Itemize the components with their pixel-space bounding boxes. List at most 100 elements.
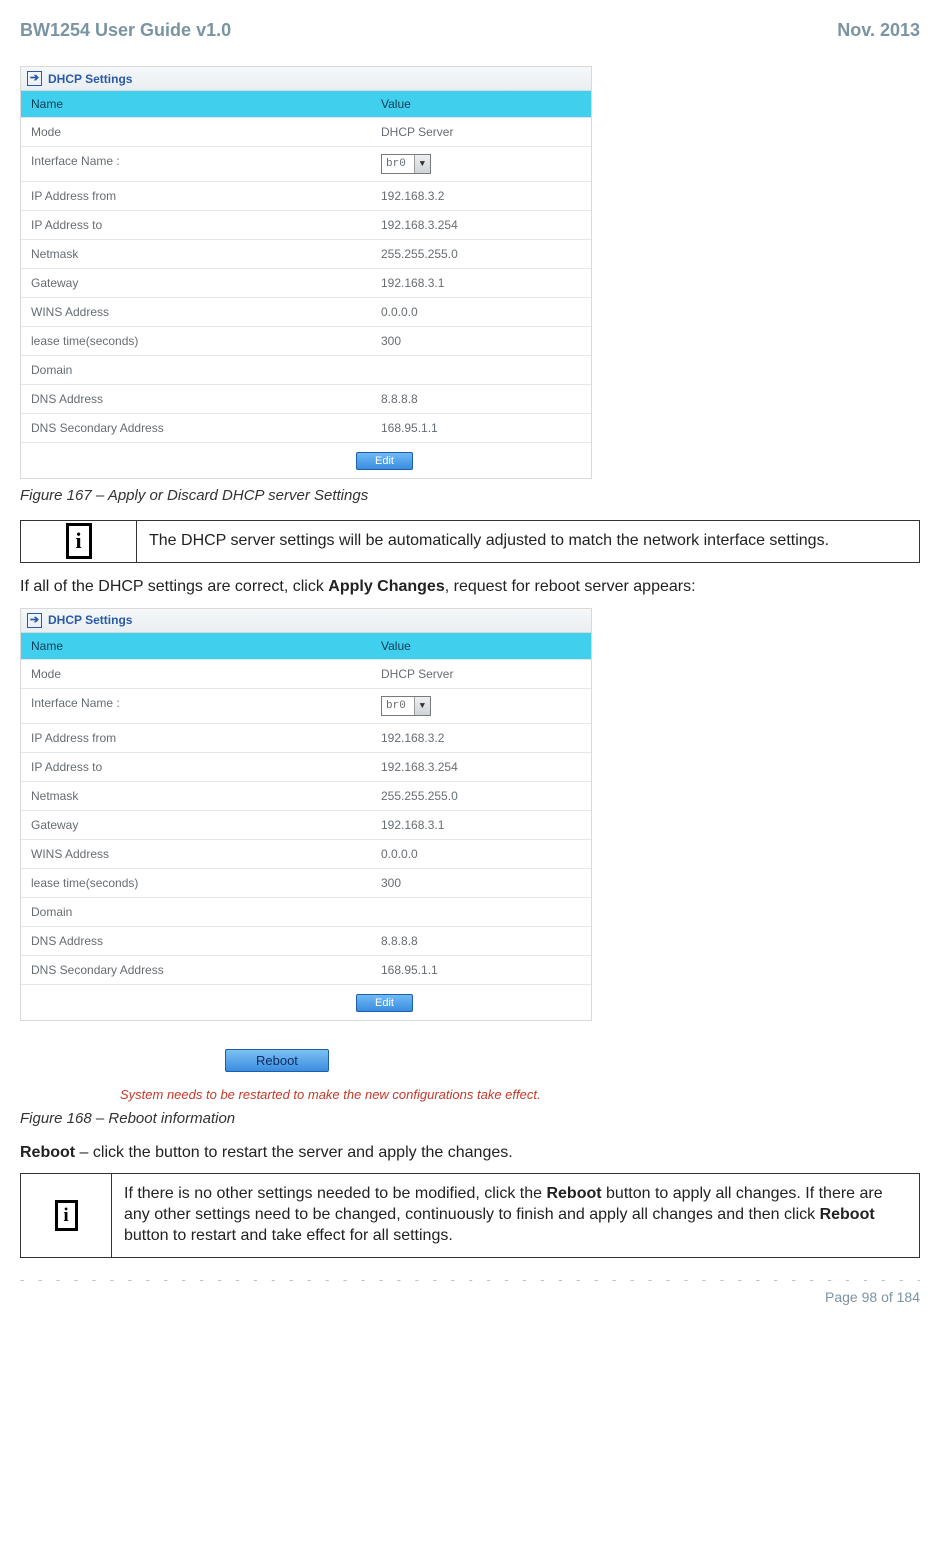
table-row: IP Address to192.168.3.254: [21, 211, 591, 240]
col-header-name: Name: [21, 633, 371, 659]
row-name: lease time(seconds): [21, 327, 371, 355]
row-value: 255.255.255.0: [371, 240, 591, 268]
interface-dropdown[interactable]: br0▼: [381, 154, 431, 174]
info-icon: i: [55, 1200, 78, 1231]
info-note-2: i If there is no other settings needed t…: [20, 1173, 920, 1257]
edit-row: Edit: [21, 443, 591, 478]
info-text: The DHCP server settings will be automat…: [137, 521, 919, 562]
dhcp-rows-2: ModeDHCP ServerInterface Name : br0▼ IP Ad…: [21, 660, 591, 985]
row-name: DNS Secondary Address: [21, 956, 371, 984]
row-value: 0.0.0.0: [371, 298, 591, 326]
table-row: ModeDHCP Server: [21, 118, 591, 147]
table-row: IP Address from192.168.3.2: [21, 724, 591, 753]
note2-b: Reboot: [546, 1185, 601, 1202]
row-name: Interface Name :: [21, 689, 371, 723]
table-row: DNS Address8.8.8.8: [21, 385, 591, 414]
body2-post: – click the button to restart the server…: [75, 1144, 513, 1161]
panel-title: DHCP Settings: [48, 72, 132, 86]
page-number: Page 98 of 184: [20, 1289, 920, 1305]
doc-title: BW1254 User Guide v1.0: [20, 20, 231, 41]
panel-title: DHCP Settings: [48, 613, 132, 627]
row-value: 8.8.8.8: [371, 927, 591, 955]
interface-dropdown[interactable]: br0▼: [381, 696, 431, 716]
row-value: 192.168.3.254: [371, 211, 591, 239]
dhcp-settings-panel-2: ➔ DHCP Settings Name Value ModeDHCP Serv…: [20, 608, 592, 1021]
table-row: Gateway192.168.3.1: [21, 269, 591, 298]
page-header: BW1254 User Guide v1.0 Nov. 2013: [20, 20, 920, 41]
chevron-down-icon: ▼: [414, 155, 430, 173]
row-name: Domain: [21, 356, 371, 384]
row-value: 192.168.3.2: [371, 724, 591, 752]
row-value: br0▼: [371, 147, 591, 181]
edit-button[interactable]: Edit: [356, 452, 413, 470]
row-value: 192.168.3.1: [371, 811, 591, 839]
row-value: 8.8.8.8: [371, 385, 591, 413]
row-name: DNS Address: [21, 927, 371, 955]
row-name: Gateway: [21, 269, 371, 297]
row-name: IP Address to: [21, 753, 371, 781]
row-name: DNS Secondary Address: [21, 414, 371, 442]
panel-title-bar-2: ➔ DHCP Settings: [21, 609, 591, 633]
row-name: Gateway: [21, 811, 371, 839]
row-value: 168.95.1.1: [371, 414, 591, 442]
footer-divider: - - - - - - - - - - - - - - - - - - - - …: [20, 1272, 920, 1287]
row-value: br0▼: [371, 689, 591, 723]
info-icon: i: [66, 523, 92, 559]
row-value: 300: [371, 869, 591, 897]
table-row: Domain: [21, 356, 591, 385]
table-row: DNS Address8.8.8.8: [21, 927, 591, 956]
table-row: DNS Secondary Address168.95.1.1: [21, 956, 591, 985]
edit-button[interactable]: Edit: [356, 994, 413, 1012]
figure-167-caption: Figure 167 – Apply or Discard DHCP serve…: [20, 487, 920, 504]
row-value: 192.168.3.1: [371, 269, 591, 297]
table-row: Netmask255.255.255.0: [21, 782, 591, 811]
body1-bold: Apply Changes: [328, 578, 444, 595]
table-row: Domain: [21, 898, 591, 927]
row-name: IP Address from: [21, 182, 371, 210]
table-row: Interface Name : br0▼: [21, 689, 591, 724]
row-value: 300: [371, 327, 591, 355]
table-row: lease time(seconds)300: [21, 869, 591, 898]
panel-icon: ➔: [27, 71, 42, 86]
doc-date: Nov. 2013: [837, 20, 920, 41]
note2-d: Reboot: [820, 1206, 875, 1223]
info-text-2: If there is no other settings needed to …: [112, 1174, 919, 1256]
table-row: IP Address to192.168.3.254: [21, 753, 591, 782]
row-value: 192.168.3.254: [371, 753, 591, 781]
edit-row-2: Edit: [21, 985, 591, 1020]
table-row: WINS Address0.0.0.0: [21, 840, 591, 869]
restart-message: System needs to be restarted to make the…: [120, 1087, 920, 1102]
chevron-down-icon: ▼: [414, 697, 430, 715]
table-row: ModeDHCP Server: [21, 660, 591, 689]
row-name: DNS Address: [21, 385, 371, 413]
table-row: WINS Address0.0.0.0: [21, 298, 591, 327]
table-row: IP Address from192.168.3.2: [21, 182, 591, 211]
col-header-value: Value: [371, 633, 591, 659]
table-header-row-2: Name Value: [21, 633, 591, 660]
dhcp-rows-1: ModeDHCP ServerInterface Name : br0▼ IP Ad…: [21, 118, 591, 443]
row-value: 192.168.3.2: [371, 182, 591, 210]
row-value: 0.0.0.0: [371, 840, 591, 868]
row-name: Interface Name :: [21, 147, 371, 181]
row-name: WINS Address: [21, 840, 371, 868]
body2-bold: Reboot: [20, 1144, 75, 1161]
row-name: IP Address from: [21, 724, 371, 752]
row-value: 168.95.1.1: [371, 956, 591, 984]
table-row: Netmask255.255.255.0: [21, 240, 591, 269]
table-row: lease time(seconds)300: [21, 327, 591, 356]
row-value: 255.255.255.0: [371, 782, 591, 810]
row-name: WINS Address: [21, 298, 371, 326]
panel-icon: ➔: [27, 613, 42, 628]
row-name: Netmask: [21, 240, 371, 268]
info-icon-cell: i: [21, 521, 137, 562]
reboot-button[interactable]: Reboot: [225, 1049, 329, 1072]
row-name: Mode: [21, 660, 371, 688]
col-header-name: Name: [21, 91, 371, 117]
row-name: Domain: [21, 898, 371, 926]
body1-post: , request for reboot server appears:: [445, 578, 696, 595]
row-value: [371, 356, 591, 384]
col-header-value: Value: [371, 91, 591, 117]
row-value: [371, 898, 591, 926]
row-name: Netmask: [21, 782, 371, 810]
figure-168-caption: Figure 168 – Reboot information: [20, 1110, 920, 1127]
